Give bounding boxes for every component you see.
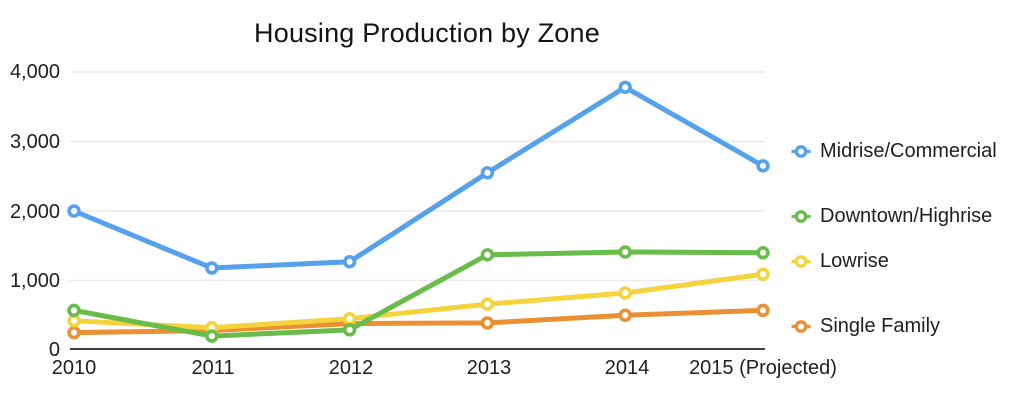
series-point-single-family <box>480 316 495 330</box>
legend-marker-icon <box>791 144 811 158</box>
x-axis-tick-label: 2012 <box>328 357 374 379</box>
x-axis-tick-label: 2011 <box>191 357 235 379</box>
legend-marker-icon <box>791 319 811 333</box>
series-point-midrise-commercial <box>756 159 770 173</box>
series-point-midrise-commercial <box>480 166 495 180</box>
legend-item-midrise-commercial: Midrise/Commercial <box>791 139 997 163</box>
series-point-downtown-highrise <box>756 246 770 260</box>
series-line-midrise-commercial <box>71 84 766 271</box>
series-point-lowrise <box>618 286 632 300</box>
series-point-lowrise <box>67 314 81 328</box>
y-axis-tick-label: 0 <box>48 339 60 361</box>
legend-item-label: Lowrise <box>820 249 889 272</box>
legend-marker-icon <box>791 254 811 268</box>
series-point-lowrise <box>756 267 770 281</box>
legend-item-label: Single Family <box>820 314 941 337</box>
series-point-single-family <box>67 325 81 340</box>
series-point-downtown-highrise <box>205 329 219 343</box>
series-point-lowrise <box>480 297 495 311</box>
x-axis-tick-label: 2010 <box>51 357 97 379</box>
series-point-midrise-commercial <box>342 255 357 269</box>
y-axis-tick-label: 3,000 <box>9 131 60 153</box>
legend-item-single-family: Single Family <box>791 314 940 338</box>
legend-marker-icon <box>791 209 811 223</box>
series-point-midrise-commercial <box>205 261 219 275</box>
series-point-single-family <box>756 303 770 318</box>
legend-item-downtown-highrise: Downtown/Highrise <box>791 204 992 228</box>
series-point-downtown-highrise <box>342 323 357 337</box>
y-axis-tick-label: 1,000 <box>9 270 60 292</box>
y-axis-tick-label: 4,000 <box>9 61 60 83</box>
legend-item-label: Midrise/Commercial <box>820 139 997 162</box>
legend-item-lowrise: Lowrise <box>791 249 889 273</box>
x-axis-tick-label: 2013 <box>466 357 512 379</box>
x-axis-tick-label: 2014 <box>604 357 650 379</box>
series-point-midrise-commercial <box>618 80 632 94</box>
x-axis-tick-label: 2015 (Projected) <box>689 357 837 379</box>
y-axis-tick-label: 2,000 <box>9 201 60 223</box>
series-point-lowrise <box>342 312 357 326</box>
series-line-downtown-highrise <box>71 249 766 339</box>
series-point-midrise-commercial <box>67 204 81 218</box>
series-point-downtown-highrise <box>618 245 632 259</box>
legend-item-label: Downtown/Highrise <box>820 204 993 227</box>
chart-title: Housing Production by Zone <box>254 18 600 48</box>
series-line-lowrise <box>71 271 766 331</box>
series-point-downtown-highrise <box>480 248 495 262</box>
series-point-single-family <box>618 308 632 322</box>
series-point-downtown-highrise <box>67 303 81 318</box>
